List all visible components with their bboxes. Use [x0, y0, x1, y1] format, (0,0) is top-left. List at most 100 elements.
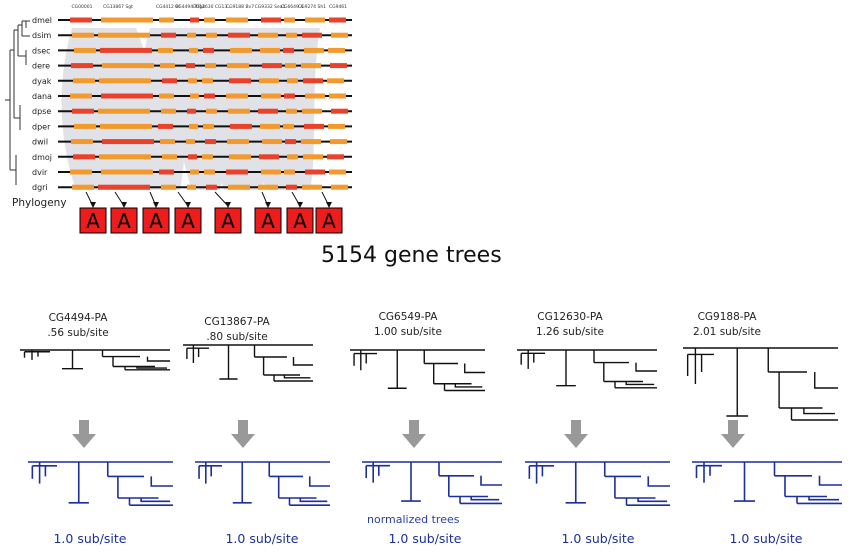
tree-branch: [140, 498, 171, 503]
tree-branch: [818, 475, 842, 486]
alignment-segment: [283, 123, 294, 129]
alignment-segment: [302, 184, 322, 190]
alignment-segment: [283, 47, 294, 53]
alignment-segment: [329, 93, 346, 99]
down-arrow: [214, 191, 229, 207]
alignment-segment: [228, 32, 250, 38]
alignment-segment: [226, 93, 248, 99]
alignment-segment: [287, 154, 298, 160]
alignment-segment: [327, 154, 344, 160]
arrow-shaft: [79, 420, 89, 434]
arrow-head: [90, 202, 96, 208]
species-label: dmel: [32, 16, 52, 25]
tree-branch: [647, 476, 670, 487]
alignment-segment: [262, 63, 282, 69]
alignment-segment: [202, 154, 213, 160]
arrow-head: [265, 202, 271, 208]
alignment-segment: [99, 78, 151, 84]
arrow-head: [185, 202, 191, 208]
alignment-segment: [70, 169, 92, 175]
gene-tree-rate: .56 sub/site: [47, 327, 108, 339]
alignment-segment: [190, 17, 199, 23]
headline: 5154 gene trees: [321, 243, 502, 268]
gene-column-header: CG13867 Sgt: [103, 4, 133, 10]
normalized-rate: 1.0 sub/site: [388, 531, 461, 546]
normalized-rate: 1.0 sub/site: [561, 531, 634, 546]
alignment-segment: [260, 47, 280, 53]
alignment-segment: [71, 63, 93, 69]
alignment-segment: [160, 63, 175, 69]
arrow-head: [402, 434, 426, 448]
arrow-shaft: [238, 420, 248, 434]
gene-column-header: CG9461: [329, 4, 347, 10]
species-label: dvir: [32, 168, 48, 177]
alignment-segment: [187, 108, 196, 114]
alignment-segment: [327, 78, 344, 84]
alignment-segment: [305, 93, 325, 99]
alignment-segment: [305, 169, 325, 175]
arrow-head: [72, 434, 96, 448]
alignment-box: [214, 207, 242, 234]
alignment-segment: [101, 17, 153, 23]
alignment-segment: [227, 139, 249, 145]
gene-column-header: CG4412 Bt: [156, 4, 181, 10]
alignment-segment: [328, 123, 345, 129]
alignment-segment: [228, 108, 250, 114]
species-labels: dmel dsim dsec dere dyak dana dpse dper dwil dmoj…: [32, 16, 52, 192]
arrow-head: [326, 202, 332, 208]
alignment-segment: [304, 123, 324, 129]
tree-branch: [283, 375, 311, 379]
alignment-segment: [301, 63, 321, 69]
alignment-segment: [161, 32, 176, 38]
alignment-box: [142, 207, 170, 234]
tree-branch: [625, 381, 655, 386]
alignment-segment: [158, 47, 173, 53]
alignment-segment: [226, 169, 248, 175]
alignment-segment: [284, 93, 295, 99]
alignment-segment: [203, 47, 214, 53]
alignment-box: [174, 207, 202, 234]
alignment-segment: [329, 169, 346, 175]
alignment-segment: [258, 184, 278, 190]
species-label: dmoj: [32, 153, 52, 162]
alignment-box: [315, 207, 343, 234]
ribbon: [251, 28, 320, 190]
arrow-shaft: [728, 420, 738, 434]
alignment-box: [254, 207, 282, 234]
alignment-segment: [70, 17, 92, 23]
alignment-segment: [305, 17, 325, 23]
species-label: dper: [32, 122, 51, 131]
normalized-rate: 1.0 sub/site: [225, 531, 298, 546]
alignment-segment: [189, 123, 198, 129]
alignment-box-letter: A: [322, 209, 336, 233]
tree-branch: [292, 357, 313, 366]
tree-branch: [814, 372, 838, 389]
alignment-segment: [204, 17, 215, 23]
alignment-segment: [71, 139, 93, 145]
gene-tree-titles: CG4494-PA .56 sub/site CG13867-PA .80 sub/s…: [47, 311, 761, 343]
normalized-rate: 1.0 sub/site: [729, 531, 802, 546]
alignment-segment: [284, 169, 295, 175]
alignment-segment: [74, 47, 96, 53]
arrow-head: [297, 202, 303, 208]
alignment-segment: [287, 78, 298, 84]
tree-branch: [464, 363, 485, 374]
gene-column-header: CG6649 4: [281, 4, 304, 10]
species-label: dsim: [32, 31, 51, 40]
species-label: dpse: [32, 107, 51, 116]
alignment-segment: [187, 32, 196, 38]
gene-tree-rate: 1.26 sub/site: [536, 326, 604, 338]
alignment-segment: [161, 108, 176, 114]
gene-tree-name: CG13867-PA: [204, 316, 270, 328]
alignment-segment: [301, 139, 321, 145]
alignment-segment: [98, 32, 150, 38]
alignment-segment: [261, 93, 281, 99]
gene-column-header: CG9332 Sea1: [255, 4, 286, 10]
alignment-segment: [304, 47, 324, 53]
gene-tree-rate: 2.01 sub/site: [693, 326, 761, 338]
alignment-segment: [98, 184, 150, 190]
alignment-segment: [102, 63, 154, 69]
arrow-shaft: [409, 420, 419, 434]
